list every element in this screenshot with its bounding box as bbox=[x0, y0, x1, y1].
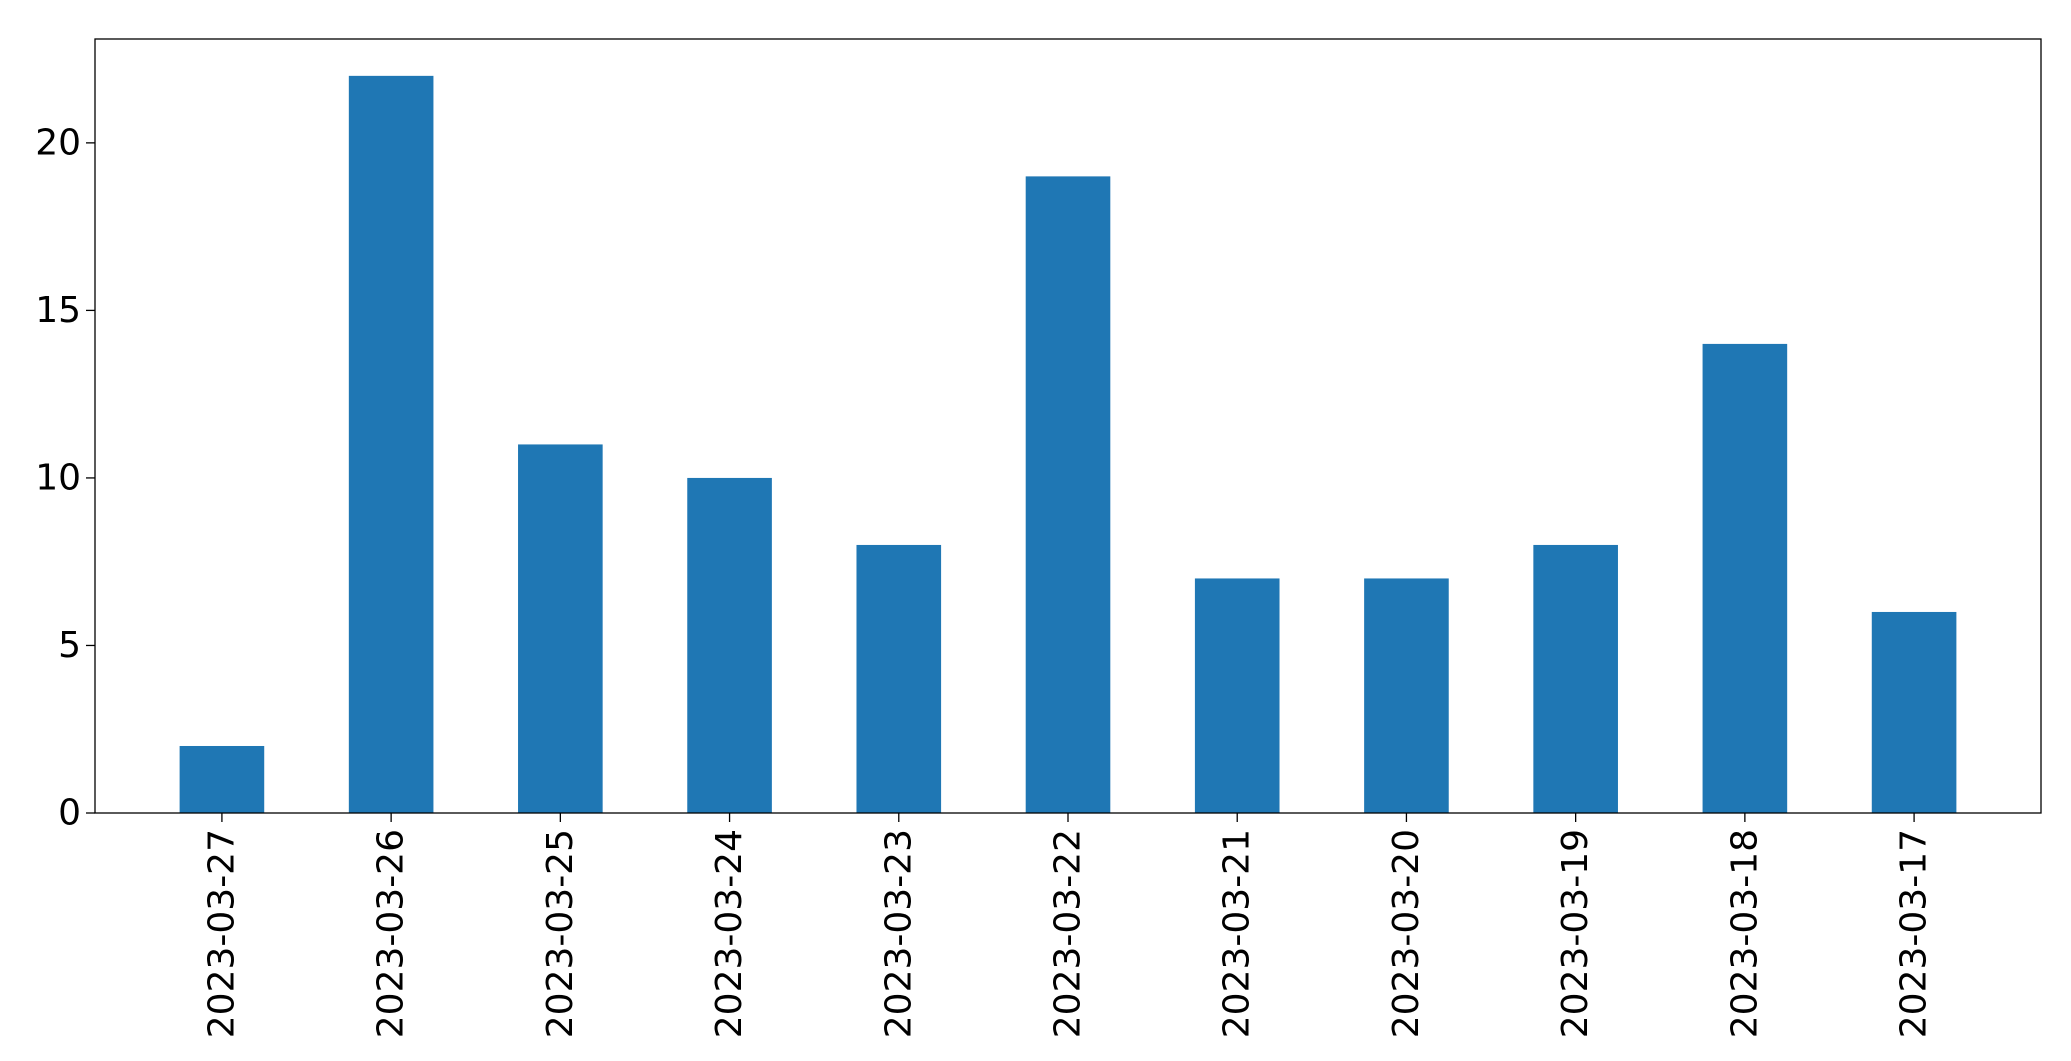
x-tick-label: 2023-03-19 bbox=[1555, 829, 1596, 1038]
bar-2023-03-17 bbox=[1871, 611, 1957, 813]
bar-2023-03-18 bbox=[1702, 343, 1788, 813]
x-tick-label: 2023-03-21 bbox=[1217, 829, 1258, 1038]
x-tick-label: 2023-03-24 bbox=[709, 829, 750, 1038]
x-tick-label: 2023-03-27 bbox=[201, 829, 242, 1038]
x-tick-label: 2023-03-20 bbox=[1386, 829, 1427, 1038]
x-tick-label: 2023-03-17 bbox=[1894, 829, 1935, 1038]
bar-2023-03-23 bbox=[856, 544, 942, 813]
y-tick-label: 20 bbox=[35, 122, 81, 163]
bar-2023-03-26 bbox=[348, 75, 434, 814]
bar-2023-03-24 bbox=[687, 477, 772, 813]
y-tick-label: 5 bbox=[58, 625, 81, 666]
plot-frame bbox=[94, 38, 2042, 814]
y-axis-ticks: 0 5 10 15 20 bbox=[35, 122, 95, 834]
x-axis-ticks: 2023-03-27 2023-03-26 2023-03-25 2023-03-24… bbox=[201, 813, 1935, 1038]
bar-2023-03-19 bbox=[1533, 544, 1618, 813]
bar-2023-03-25 bbox=[518, 444, 603, 813]
y-tick-label: 0 bbox=[58, 793, 81, 834]
x-tick-label: 2023-03-23 bbox=[878, 829, 919, 1038]
x-tick-label: 2023-03-18 bbox=[1724, 829, 1765, 1038]
y-tick-label: 10 bbox=[35, 457, 81, 498]
bar-2023-03-27 bbox=[179, 745, 265, 813]
bar-2023-03-20 bbox=[1364, 578, 1449, 813]
x-tick-label: 2023-03-26 bbox=[371, 829, 412, 1038]
x-tick-label: 2023-03-22 bbox=[1048, 829, 1089, 1038]
y-tick-label: 15 bbox=[35, 290, 81, 331]
bars-group bbox=[179, 75, 1957, 814]
x-tick-label: 2023-03-25 bbox=[540, 829, 581, 1038]
bar-2023-03-22 bbox=[1025, 176, 1111, 813]
bar-2023-03-21 bbox=[1194, 578, 1280, 813]
